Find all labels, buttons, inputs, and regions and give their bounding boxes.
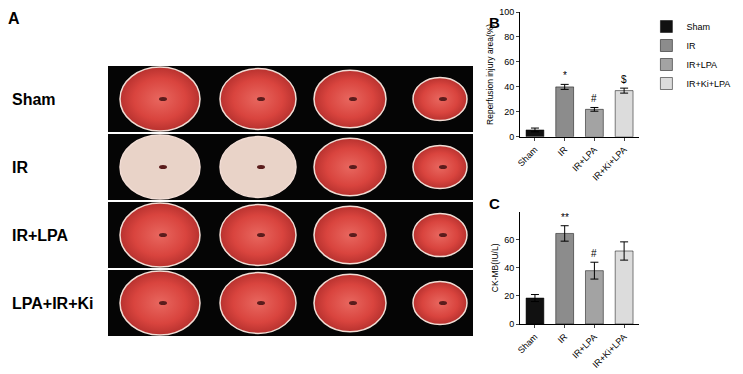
svg-text:LPA+IR+Ki: LPA+IR+Ki [12,295,94,312]
svg-text:B: B [489,14,500,31]
svg-text:C: C [489,195,500,212]
svg-text:40: 40 [504,263,514,273]
svg-text:IR+LPA: IR+LPA [12,227,69,244]
svg-text:IR: IR [556,331,570,345]
svg-text:60: 60 [504,235,514,245]
svg-text:#: # [591,248,597,259]
svg-text:20: 20 [504,107,514,117]
svg-text:IR+LPA: IR+LPA [570,145,599,174]
svg-text:40: 40 [504,82,514,92]
svg-text:A: A [8,10,20,27]
svg-text:20: 20 [504,291,514,301]
svg-text:IR: IR [556,144,570,158]
svg-text:Sham: Sham [516,145,540,169]
svg-text:IR: IR [12,159,28,176]
svg-text:0: 0 [509,319,514,329]
svg-text:80: 80 [504,32,514,42]
svg-text:IR+Ki+LPA: IR+Ki+LPA [591,145,629,183]
svg-text:IR+LPA: IR+LPA [570,332,599,361]
svg-text:**: ** [561,212,569,223]
svg-text:100: 100 [499,7,514,17]
svg-text:60: 60 [504,57,514,67]
svg-text:IR: IR [686,41,696,51]
svg-text:IR+Ki+LPA: IR+Ki+LPA [686,79,730,89]
svg-text:CK-MB(IU/L): CK-MB(IU/L) [490,243,500,292]
svg-text:0: 0 [509,132,514,142]
svg-text:IR+Ki+LPA: IR+Ki+LPA [591,332,629,370]
svg-text:Reperfusion injury area(%): Reperfusion injury area(%) [485,24,495,125]
svg-text:Sham: Sham [12,91,56,108]
svg-text:Sham: Sham [686,22,710,32]
svg-text:#: # [591,93,597,104]
svg-text:$: $ [621,74,627,85]
svg-text:Sham: Sham [516,332,540,356]
svg-text:IR+LPA: IR+LPA [686,60,717,70]
svg-text:*: * [563,70,567,81]
